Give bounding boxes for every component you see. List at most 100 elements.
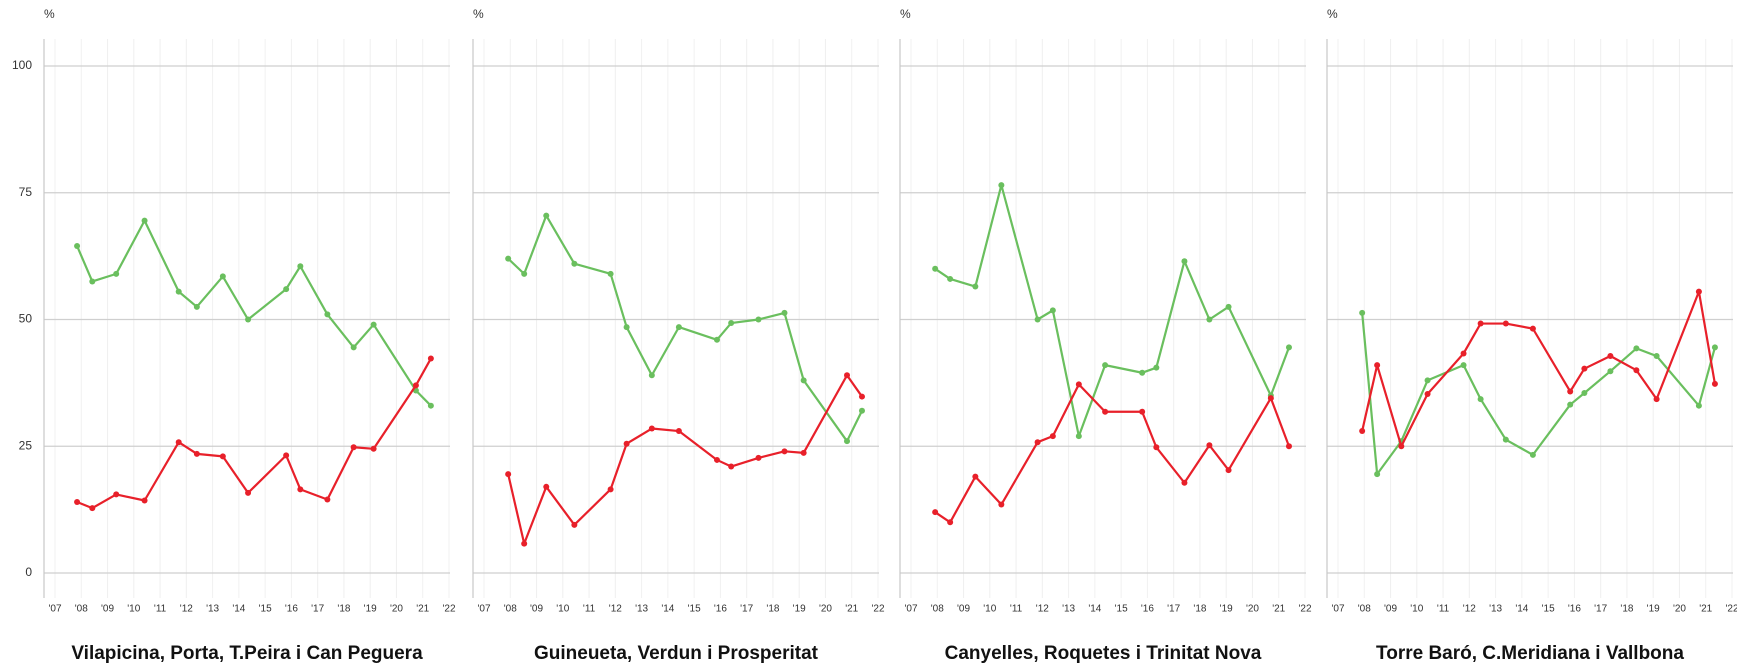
point: [1374, 362, 1381, 369]
series-line: [1361, 290, 1717, 448]
point: [1502, 320, 1509, 327]
point: [998, 182, 1005, 189]
x-tick-label: '13: [206, 604, 219, 615]
point: [1285, 443, 1292, 450]
y-axis-label: %: [473, 7, 484, 21]
point: [543, 212, 550, 219]
point: [607, 486, 614, 493]
point: [89, 505, 96, 512]
x-tick-label: '15: [1542, 604, 1555, 615]
point: [844, 438, 851, 445]
point: [844, 372, 851, 379]
point: [89, 278, 96, 285]
point: [1102, 362, 1109, 369]
point: [1102, 408, 1109, 415]
x-tick-label: '07: [48, 604, 61, 615]
point: [571, 260, 578, 267]
point: [1529, 451, 1536, 458]
point: [947, 275, 954, 282]
point: [1153, 364, 1160, 371]
point: [1034, 439, 1041, 446]
point: [245, 489, 252, 496]
panel: % '07 '08 '09 '10 '11 '12 '13 '14 '15 '16 '17 '18 '19…: [1326, 7, 1737, 664]
point: [607, 270, 614, 277]
point: [1424, 391, 1431, 398]
point: [1359, 428, 1366, 435]
point: [728, 463, 735, 470]
point: [283, 286, 290, 293]
point: [350, 444, 357, 451]
x-tick-label: '10: [127, 604, 140, 615]
x-tick-label: '09: [530, 604, 543, 615]
x-tick-label: '10: [556, 604, 569, 615]
x-tick-label: '21: [1272, 604, 1285, 615]
point: [1139, 369, 1146, 376]
point: [74, 242, 81, 249]
series-line: [76, 358, 432, 510]
point: [728, 320, 735, 327]
point: [932, 265, 939, 272]
panel-title: Canyelles, Roquetes i Trinitat Nova: [945, 643, 1262, 664]
point: [972, 473, 979, 480]
x-tick-label: '21: [416, 604, 429, 615]
point: [1502, 436, 1509, 443]
point: [1398, 443, 1405, 450]
point: [141, 217, 148, 224]
point: [800, 449, 807, 456]
x-tick-label: '18: [766, 604, 779, 615]
x-tick-label: '19: [1220, 604, 1233, 615]
point: [521, 270, 528, 277]
point: [219, 273, 226, 280]
point: [998, 501, 1005, 508]
point: [623, 440, 630, 447]
point: [1695, 288, 1702, 295]
point: [175, 288, 182, 295]
point: [297, 486, 304, 493]
point: [755, 316, 762, 323]
point: [1607, 353, 1614, 360]
panel-title: Vilapicina, Porta, T.Peira i Can Peguera: [71, 643, 423, 664]
x-tick-label: '15: [1115, 604, 1128, 615]
y-axis-label: %: [44, 7, 55, 21]
x-tick-label: '20: [1246, 604, 1259, 615]
point: [1359, 309, 1366, 316]
x-tick-label: '12: [1036, 604, 1049, 615]
point: [412, 382, 419, 389]
point: [675, 324, 682, 331]
x-tick-label: '19: [1647, 604, 1660, 615]
point: [1653, 353, 1660, 360]
x-tick-label: '08: [75, 604, 88, 615]
point: [1225, 303, 1232, 310]
x-tick-label: '18: [337, 604, 350, 615]
point: [1049, 433, 1056, 440]
point: [713, 336, 720, 343]
point: [1529, 325, 1536, 332]
point: [858, 393, 865, 400]
point: [972, 283, 979, 290]
x-tick-label: '21: [1699, 604, 1712, 615]
series-line: [934, 184, 1291, 438]
series-line: [507, 214, 863, 443]
point: [141, 497, 148, 504]
point: [1653, 396, 1660, 403]
y-tick-label: 25: [19, 438, 33, 452]
point: [175, 439, 182, 446]
x-tick-label: '20: [390, 604, 403, 615]
x-tick-label: '12: [180, 604, 193, 615]
x-tick-label: '14: [661, 604, 674, 615]
x-tick-label: '13: [635, 604, 648, 615]
x-tick-label: '15: [259, 604, 272, 615]
point: [648, 372, 655, 379]
x-tick-label: '16: [285, 604, 298, 615]
point: [1711, 380, 1718, 387]
point: [1206, 442, 1213, 449]
point: [1267, 395, 1274, 402]
x-tick-label: '14: [1088, 604, 1101, 615]
point: [1424, 377, 1431, 384]
point: [427, 402, 434, 409]
point: [781, 309, 788, 316]
series-line: [76, 219, 432, 407]
point: [505, 471, 512, 478]
x-tick-label: '17: [1167, 604, 1180, 615]
point: [713, 456, 720, 463]
